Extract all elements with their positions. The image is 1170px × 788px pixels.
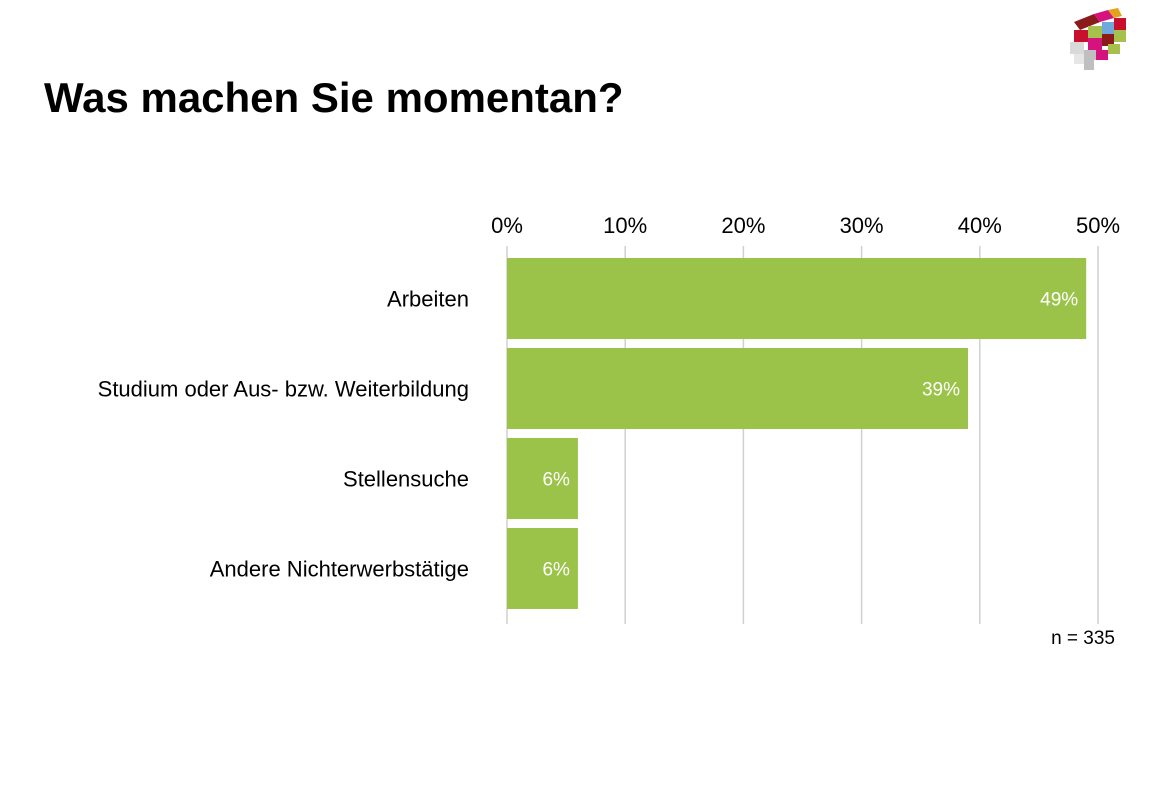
sample-size-note: n = 335	[1051, 628, 1115, 649]
bar	[507, 258, 1087, 339]
x-tick-label: 0%	[491, 213, 523, 238]
colored-blocks-logo-icon	[1070, 8, 1126, 70]
data-label: 6%	[542, 560, 570, 581]
data-label: 49%	[1040, 290, 1078, 311]
category-label: Studium oder Aus- bzw. Weiterbildung	[98, 377, 469, 402]
category-label: Andere Nichterwerbstätige	[210, 557, 469, 582]
category-label: Stellensuche	[343, 467, 469, 492]
x-tick-label: 10%	[603, 213, 647, 238]
data-label: 6%	[542, 470, 570, 491]
category-label: Arbeiten	[387, 287, 469, 312]
bar	[507, 528, 578, 609]
chart-title: Was machen Sie momentan?	[44, 74, 624, 121]
x-tick-label: 20%	[721, 213, 765, 238]
x-tick-label: 30%	[840, 213, 884, 238]
bar	[507, 348, 968, 429]
x-tick-label: 50%	[1076, 213, 1120, 238]
bar	[507, 438, 578, 519]
data-label: 39%	[922, 380, 960, 401]
x-tick-label: 40%	[958, 213, 1002, 238]
